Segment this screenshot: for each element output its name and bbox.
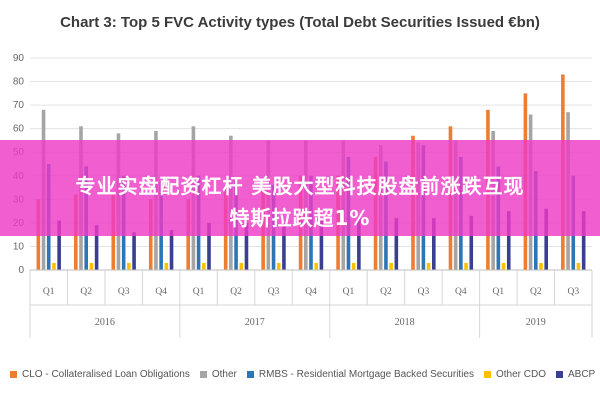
bar xyxy=(239,262,244,270)
legend-swatch xyxy=(556,370,563,378)
year-label: 2017 xyxy=(245,317,265,328)
bar xyxy=(432,218,436,270)
x-tick-label: Q4 xyxy=(455,287,467,297)
legend-item: RMBS - Residential Mortgage Backed Secur… xyxy=(246,368,474,380)
legend-item: ABCP xyxy=(556,369,595,380)
overlay-headline: 专业实盘配资杠杆 美股大型科技股盘前涨跌互现 xyxy=(75,174,525,198)
bar xyxy=(506,211,511,270)
y-tick-label: 60 xyxy=(13,124,25,135)
x-tick-label: Q4 xyxy=(155,287,167,297)
bar xyxy=(501,262,506,270)
bar xyxy=(394,218,399,270)
year-label: 2018 xyxy=(395,317,415,328)
x-tick-label: Q1 xyxy=(43,287,55,297)
overlay-subheadline: 特斯拉跌超1% xyxy=(229,206,371,230)
x-tick-label: Q2 xyxy=(80,287,92,297)
bar xyxy=(202,262,206,270)
y-tick-label: 0 xyxy=(18,265,24,276)
bar xyxy=(94,225,99,270)
legend-swatch xyxy=(10,370,17,378)
overlay-banner: 专业实盘配资杠杆 美股大型科技股盘前涨跌互现 特斯拉跌超1% xyxy=(0,140,600,236)
x-tick-label: Q2 xyxy=(380,287,392,297)
year-label: 2016 xyxy=(95,317,115,328)
x-tick-label: Q1 xyxy=(493,287,505,297)
bar xyxy=(581,211,586,270)
bar xyxy=(351,262,356,270)
bar xyxy=(207,222,211,270)
bar xyxy=(169,229,174,270)
bar xyxy=(539,262,543,270)
bar xyxy=(244,222,249,270)
bar xyxy=(282,222,286,270)
legend-label: ABCP xyxy=(568,368,596,380)
legend-swatch xyxy=(199,370,207,378)
legend-swatch xyxy=(483,370,491,378)
bar xyxy=(544,208,548,270)
x-tick-label: Q2 xyxy=(230,287,242,297)
chart-title: Chart 3: Top 5 FVC Activity types (Total… xyxy=(60,14,540,31)
bar xyxy=(319,220,324,270)
y-tick-label: 70 xyxy=(13,100,25,111)
bar xyxy=(576,262,581,270)
x-tick-label: Q4 xyxy=(305,287,317,297)
legend-label: RMBS - Residential Mortgage Backed Secur… xyxy=(258,368,474,380)
bar xyxy=(464,262,468,270)
bar xyxy=(426,262,431,270)
y-tick-label: 10 xyxy=(13,241,25,252)
legend-item: Other CDO xyxy=(483,368,546,380)
x-tick-label: Q2 xyxy=(530,287,542,297)
chart-legend: CLO - Collateralised Loan Obligations Oth… xyxy=(10,366,595,382)
bar xyxy=(57,220,61,270)
bar xyxy=(132,232,136,270)
x-tick-label: Q1 xyxy=(343,287,355,297)
bar xyxy=(52,262,56,270)
x-tick-label: Q1 xyxy=(193,287,205,297)
x-tick-label: Q3 xyxy=(118,287,130,297)
x-tick-label: Q3 xyxy=(268,287,280,297)
bar xyxy=(89,262,94,270)
bar xyxy=(389,262,393,270)
legend-item: Other xyxy=(199,368,237,380)
bar xyxy=(127,262,131,270)
legend-swatch xyxy=(246,370,254,378)
legend-label: Other CDO xyxy=(495,368,546,380)
year-label: 2019 xyxy=(526,317,546,328)
bar xyxy=(314,262,318,270)
bar xyxy=(469,215,474,270)
bar xyxy=(357,218,361,270)
y-tick-label: 80 xyxy=(13,77,25,88)
bar xyxy=(276,262,281,270)
y-tick-label: 90 xyxy=(13,53,25,64)
legend-label: CLO - Collateralised Loan Obligations xyxy=(22,368,190,380)
x-tick-label: Q3 xyxy=(567,287,579,297)
legend-item: CLO - Collateralised Loan Obligations xyxy=(10,369,190,380)
x-tick-label: Q3 xyxy=(418,287,430,297)
bar xyxy=(164,262,169,270)
legend-label: Other xyxy=(211,368,237,380)
